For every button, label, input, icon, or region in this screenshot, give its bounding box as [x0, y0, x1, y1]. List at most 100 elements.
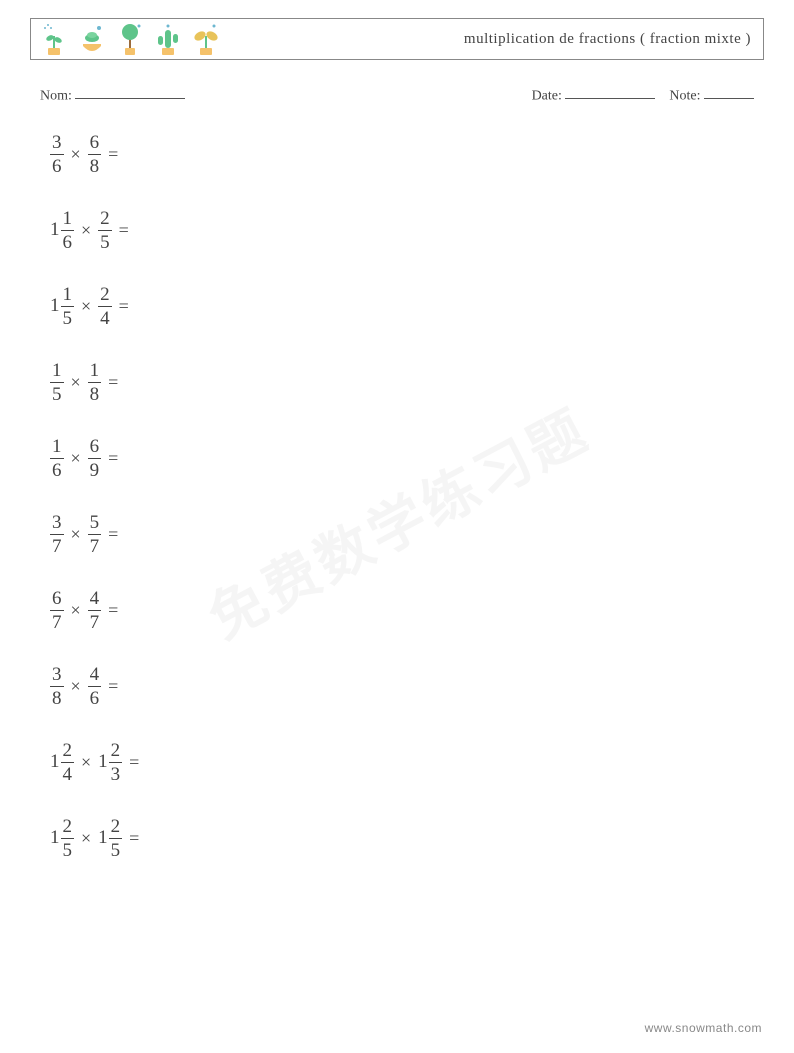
numerator: 2 [109, 741, 123, 762]
times-symbol: × [71, 676, 81, 697]
numerator: 4 [88, 665, 102, 686]
denominator: 9 [88, 459, 102, 480]
denominator: 5 [109, 839, 123, 860]
denominator: 4 [61, 763, 75, 784]
fraction-a: 24 [61, 741, 75, 784]
denominator: 7 [50, 535, 64, 556]
problem-row: 116 × 25 = [50, 208, 764, 252]
numerator: 1 [61, 285, 75, 306]
times-symbol: × [81, 752, 91, 773]
problem-row: 15×18= [50, 360, 764, 404]
fraction-a: 16 [61, 209, 75, 252]
times-symbol: × [81, 828, 91, 849]
fraction-b: 18 [88, 361, 102, 404]
equals-symbol: = [108, 676, 118, 697]
equals-symbol: = [119, 220, 129, 241]
equals-symbol: = [119, 296, 129, 317]
numerator: 3 [50, 513, 64, 534]
fraction-b: 24 [98, 285, 112, 328]
equals-symbol: = [129, 828, 139, 849]
problem-row: 38×46= [50, 664, 764, 708]
denominator: 7 [88, 611, 102, 632]
whole-part-a: 1 [50, 751, 60, 773]
denominator: 5 [50, 383, 64, 404]
whole-part-a: 1 [50, 295, 60, 317]
fraction-a: 36 [50, 133, 64, 176]
worksheet-title: multiplication de fractions ( fraction m… [464, 31, 751, 48]
equals-symbol: = [108, 372, 118, 393]
denominator: 5 [61, 307, 75, 328]
denominator: 6 [50, 459, 64, 480]
numerator: 6 [50, 589, 64, 610]
whole-part-a: 1 [50, 219, 60, 241]
fraction-b: 69 [88, 437, 102, 480]
fraction-b: 25 [98, 209, 112, 252]
problem-row: 16×69= [50, 436, 764, 480]
fraction-b: 68 [88, 133, 102, 176]
numerator: 1 [88, 361, 102, 382]
sprout-plant-icon [191, 22, 221, 56]
fraction-a: 37 [50, 513, 64, 556]
problem-row: 125×125= [50, 816, 764, 860]
equals-symbol: = [129, 752, 139, 773]
problems-list: 36×68=116×25=115×24=15×18=16×69=37×57=67… [50, 132, 764, 860]
fraction-a: 16 [50, 437, 64, 480]
denominator: 8 [88, 383, 102, 404]
whole-part-b: 1 [98, 751, 108, 773]
times-symbol: × [71, 524, 81, 545]
times-symbol: × [81, 220, 91, 241]
fraction-b: 23 [109, 741, 123, 784]
numerator: 2 [98, 209, 112, 230]
fraction-a: 67 [50, 589, 64, 632]
numerator: 4 [88, 589, 102, 610]
times-symbol: × [71, 144, 81, 165]
denominator: 5 [98, 231, 112, 252]
date-blank[interactable] [565, 86, 655, 99]
times-symbol: × [71, 448, 81, 469]
problem-row: 67×47= [50, 588, 764, 632]
times-symbol: × [81, 296, 91, 317]
fraction-a: 25 [61, 817, 75, 860]
denominator: 8 [88, 155, 102, 176]
numerator: 1 [50, 361, 64, 382]
equals-symbol: = [108, 600, 118, 621]
bowl-plant-icon [77, 22, 107, 56]
watering-plant-icon [39, 22, 69, 56]
denominator: 5 [61, 839, 75, 860]
denominator: 8 [50, 687, 64, 708]
numerator: 2 [98, 285, 112, 306]
fraction-b: 57 [88, 513, 102, 556]
numerator: 2 [61, 741, 75, 762]
fraction-b: 46 [88, 665, 102, 708]
whole-part-a: 1 [50, 827, 60, 849]
numerator: 6 [88, 437, 102, 458]
problem-row: 36×68= [50, 132, 764, 176]
footer-url: www.snowmath.com [645, 1021, 762, 1035]
problem-row: 124×123= [50, 740, 764, 784]
equals-symbol: = [108, 144, 118, 165]
problem-row: 115 × 24 = [50, 284, 764, 328]
header-icons [39, 22, 221, 56]
worksheet-page: 免费数学练习题 [0, 0, 794, 1053]
denominator: 4 [98, 307, 112, 328]
header-box: multiplication de fractions ( fraction m… [30, 18, 764, 60]
equals-symbol: = [108, 524, 118, 545]
info-row: Nom: Date: Note: [40, 86, 754, 104]
denominator: 6 [50, 155, 64, 176]
name-label: Nom: [40, 88, 72, 103]
denominator: 7 [50, 611, 64, 632]
denominator: 7 [88, 535, 102, 556]
numerator: 6 [88, 133, 102, 154]
numerator: 2 [61, 817, 75, 838]
tree-plant-icon [115, 22, 145, 56]
name-blank[interactable] [75, 86, 185, 99]
date-label: Date: [532, 88, 562, 103]
times-symbol: × [71, 372, 81, 393]
fraction-b: 47 [88, 589, 102, 632]
numerator: 2 [109, 817, 123, 838]
note-blank[interactable] [704, 86, 754, 99]
fraction-a: 15 [50, 361, 64, 404]
numerator: 1 [61, 209, 75, 230]
note-label: Note: [669, 88, 700, 103]
numerator: 3 [50, 133, 64, 154]
